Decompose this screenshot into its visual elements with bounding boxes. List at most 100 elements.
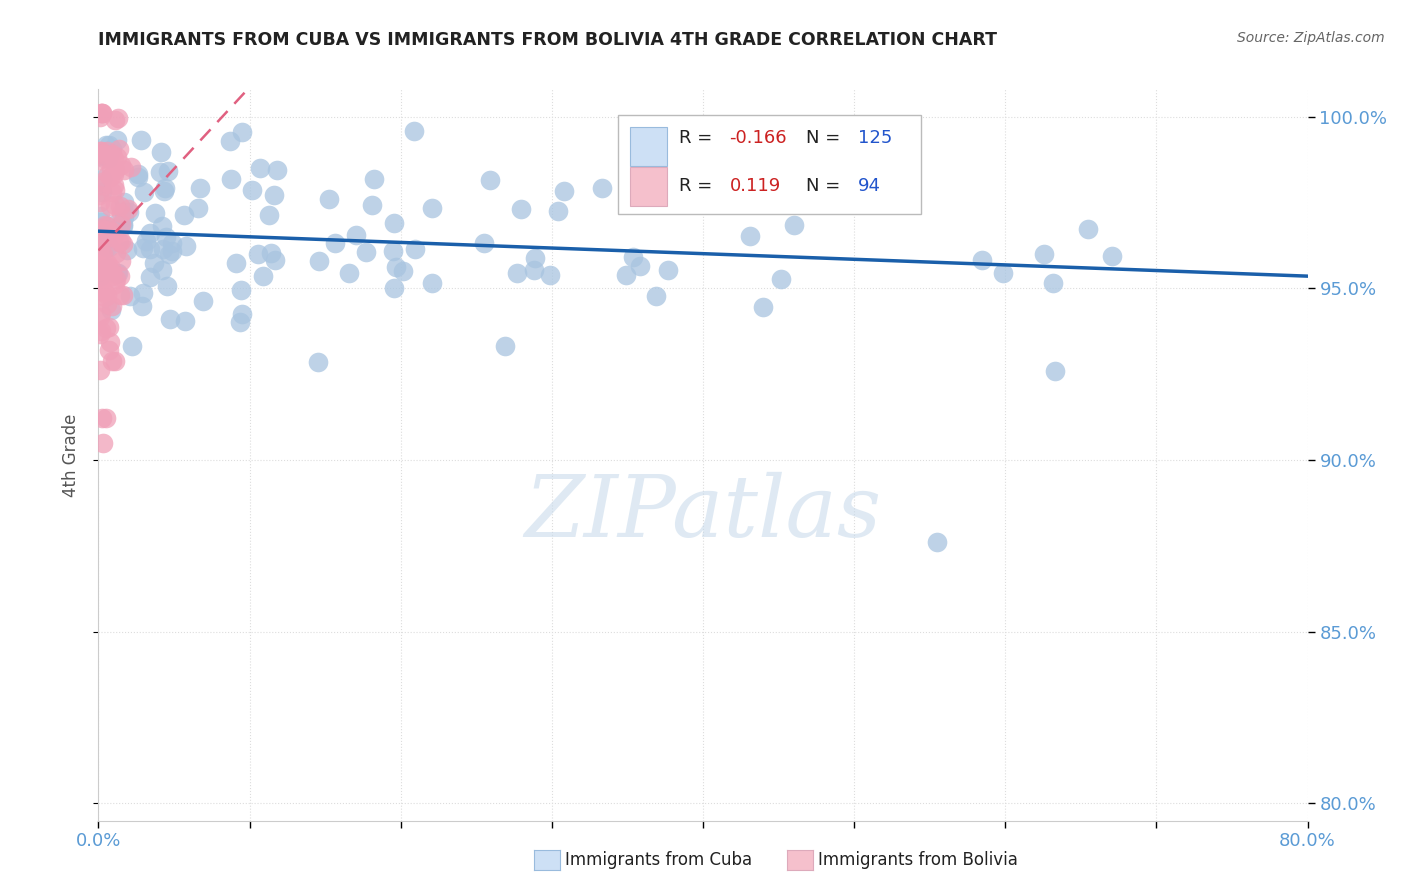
Point: [97, 151, 120, 165]
Point: [231, 126, 253, 140]
Point: [155, 230, 177, 244]
Point: [152, 263, 174, 277]
Point: [90, 222, 112, 236]
Point: [101, 299, 124, 313]
Point: [96, 226, 118, 240]
Point: [219, 134, 242, 148]
Point: [100, 142, 122, 156]
Point: [96, 145, 118, 159]
Point: [112, 195, 135, 210]
Point: [173, 208, 195, 222]
Point: [307, 354, 329, 368]
Point: [114, 163, 136, 178]
Point: [108, 219, 131, 234]
Point: [89, 239, 111, 253]
Point: [112, 210, 135, 224]
Point: [91, 410, 114, 425]
Point: [91, 247, 114, 261]
Point: [266, 163, 288, 178]
Point: [363, 172, 385, 186]
Point: [132, 286, 155, 301]
Point: [97, 240, 120, 254]
Point: [143, 206, 166, 220]
Text: -0.166: -0.166: [730, 129, 787, 147]
Point: [591, 180, 613, 194]
Point: [107, 266, 129, 280]
Point: [89, 268, 111, 282]
Point: [360, 198, 382, 212]
Point: [96, 240, 118, 254]
Text: IMMIGRANTS FROM CUBA VS IMMIGRANTS FROM BOLIVIA 4TH GRADE CORRELATION CHART: IMMIGRANTS FROM CUBA VS IMMIGRANTS FROM …: [98, 31, 997, 49]
Point: [89, 110, 111, 124]
Point: [478, 172, 501, 186]
Point: [90, 175, 112, 189]
Point: [174, 314, 197, 328]
Point: [614, 268, 637, 282]
Point: [138, 242, 160, 256]
Point: [94, 231, 117, 245]
Point: [132, 241, 155, 255]
Point: [93, 290, 115, 304]
Point: [104, 277, 127, 291]
Text: 94: 94: [858, 178, 880, 195]
Point: [89, 284, 111, 298]
Point: [115, 243, 138, 257]
Point: [100, 266, 122, 280]
Point: [87, 153, 110, 167]
Point: [93, 284, 115, 298]
Text: R =: R =: [679, 129, 718, 147]
Point: [89, 144, 111, 158]
Point: [422, 201, 444, 215]
Point: [101, 269, 124, 284]
Point: [318, 192, 340, 206]
Point: [472, 235, 495, 250]
Point: [523, 251, 546, 265]
Point: [103, 225, 125, 239]
Point: [105, 272, 128, 286]
Point: [354, 244, 377, 259]
Point: [1042, 276, 1064, 290]
Text: Immigrants from Bolivia: Immigrants from Bolivia: [818, 851, 1018, 869]
Point: [90, 215, 112, 229]
Point: [129, 133, 152, 147]
Point: [87, 188, 110, 202]
Point: [382, 216, 405, 230]
Point: [191, 294, 214, 309]
Point: [405, 242, 427, 256]
Text: 125: 125: [858, 129, 893, 147]
Point: [139, 269, 162, 284]
Point: [263, 188, 285, 202]
Point: [121, 339, 143, 353]
Point: [100, 303, 122, 318]
Point: [112, 205, 135, 219]
Point: [105, 150, 128, 164]
Point: [89, 148, 111, 162]
Point: [770, 272, 793, 286]
Point: [96, 219, 118, 233]
Point: [110, 218, 132, 232]
Point: [187, 201, 209, 215]
Point: [90, 252, 112, 266]
Point: [108, 199, 131, 213]
Point: [1101, 249, 1123, 263]
Point: [96, 288, 118, 302]
Point: [150, 219, 173, 233]
Point: [111, 219, 134, 233]
Point: [98, 335, 121, 350]
Point: [94, 411, 117, 425]
Point: [104, 198, 127, 212]
Point: [131, 299, 153, 313]
Point: [89, 327, 111, 342]
FancyBboxPatch shape: [630, 127, 666, 166]
FancyBboxPatch shape: [630, 167, 666, 206]
Point: [97, 320, 120, 334]
Point: [101, 146, 124, 161]
Point: [927, 535, 949, 549]
Point: [90, 324, 112, 338]
Point: [107, 111, 129, 125]
Point: [142, 256, 165, 270]
Point: [228, 315, 250, 329]
Point: [89, 363, 111, 377]
Text: ZIPatlas: ZIPatlas: [524, 472, 882, 555]
Point: [104, 354, 127, 368]
